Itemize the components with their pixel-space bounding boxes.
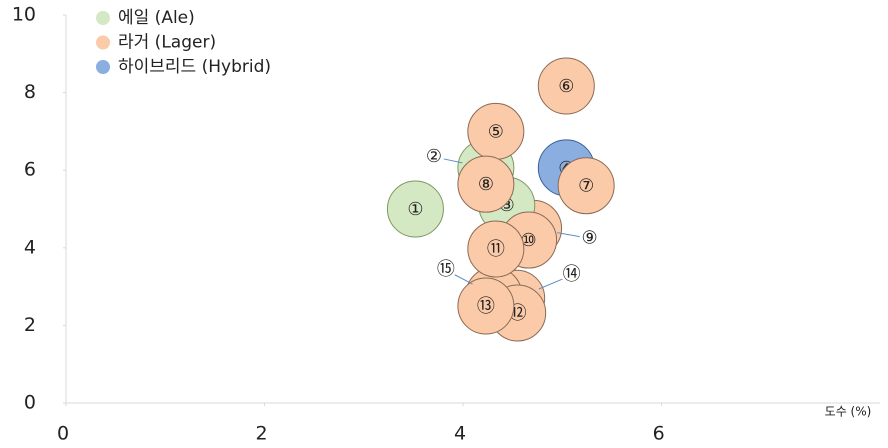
- bubble: [386, 180, 444, 238]
- bubble-group: ⑪: [467, 220, 525, 278]
- leader-line: [454, 274, 473, 285]
- data-label: ⑨: [581, 227, 597, 248]
- y-tick-label: 8: [24, 81, 36, 103]
- data-label: ⑩: [521, 230, 537, 251]
- y-tick-label: 10: [12, 4, 36, 26]
- legend-label: 라거 (Lager): [118, 33, 216, 53]
- data-label: ⑪: [487, 239, 505, 260]
- data-label: ⑧: [478, 174, 494, 195]
- bubble-group: ⑧: [457, 155, 515, 213]
- y-tick-label: 4: [24, 236, 36, 258]
- x-tick-label: 2: [255, 423, 267, 445]
- bubble-group: ⑬: [457, 277, 515, 335]
- bubble-group: ⑥: [537, 57, 595, 115]
- bubble: [467, 220, 525, 278]
- legend-label: 하이브리드 (Hybrid): [118, 57, 271, 77]
- bubble: [457, 155, 515, 213]
- data-label: ⑥: [558, 76, 574, 97]
- bubble: [557, 157, 615, 215]
- bubble-group: ①: [386, 180, 444, 238]
- legend-swatch: [96, 35, 110, 50]
- x-tick-label: 0: [57, 423, 69, 445]
- data-label: ①: [407, 199, 423, 220]
- x-tick-label: 6: [653, 423, 665, 445]
- bubble-group: ⑤: [467, 102, 525, 160]
- data-label: ⑭: [563, 264, 581, 285]
- y-tick-label: 6: [24, 159, 36, 181]
- bubble-group: ⑦: [557, 157, 615, 215]
- data-label: ⑬: [477, 296, 495, 317]
- y-tick-label: 0: [24, 392, 36, 414]
- bubble: [537, 57, 595, 115]
- data-label: ②: [426, 146, 442, 167]
- data-label: ⑤: [488, 121, 504, 142]
- x-tick-label: 4: [454, 423, 466, 445]
- legend-label: 에일 (Ale): [118, 8, 195, 28]
- leader-line: [443, 158, 463, 164]
- data-label: ⑦: [578, 176, 594, 197]
- leader-line: [557, 232, 580, 238]
- legend-swatch: [96, 11, 110, 25]
- bubble: [457, 277, 515, 335]
- data-label: ⑮: [437, 259, 455, 280]
- legend-swatch: [96, 60, 110, 74]
- y-tick-label: 2: [24, 314, 36, 336]
- x-axis-label: 도수 (%): [825, 405, 872, 419]
- leader-line: [538, 278, 563, 290]
